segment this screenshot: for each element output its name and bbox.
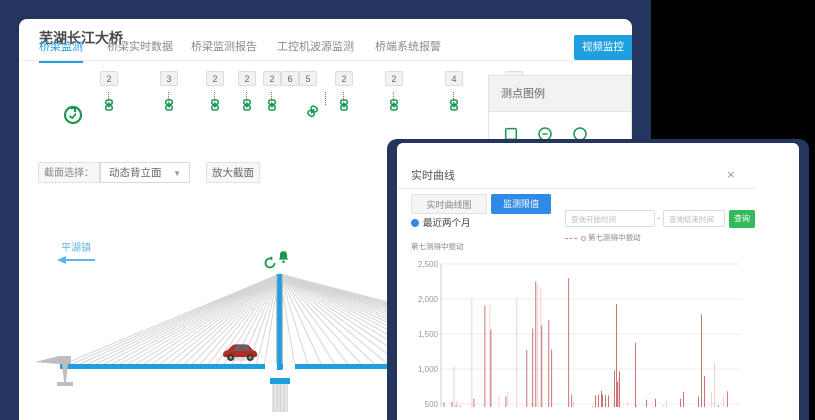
svg-text:1,500: 1,500	[418, 330, 439, 339]
svg-text:2,500: 2,500	[418, 260, 439, 269]
svg-text:2,000: 2,000	[418, 295, 439, 304]
svg-text:500: 500	[425, 400, 439, 407]
svg-text:1,000: 1,000	[418, 365, 439, 374]
